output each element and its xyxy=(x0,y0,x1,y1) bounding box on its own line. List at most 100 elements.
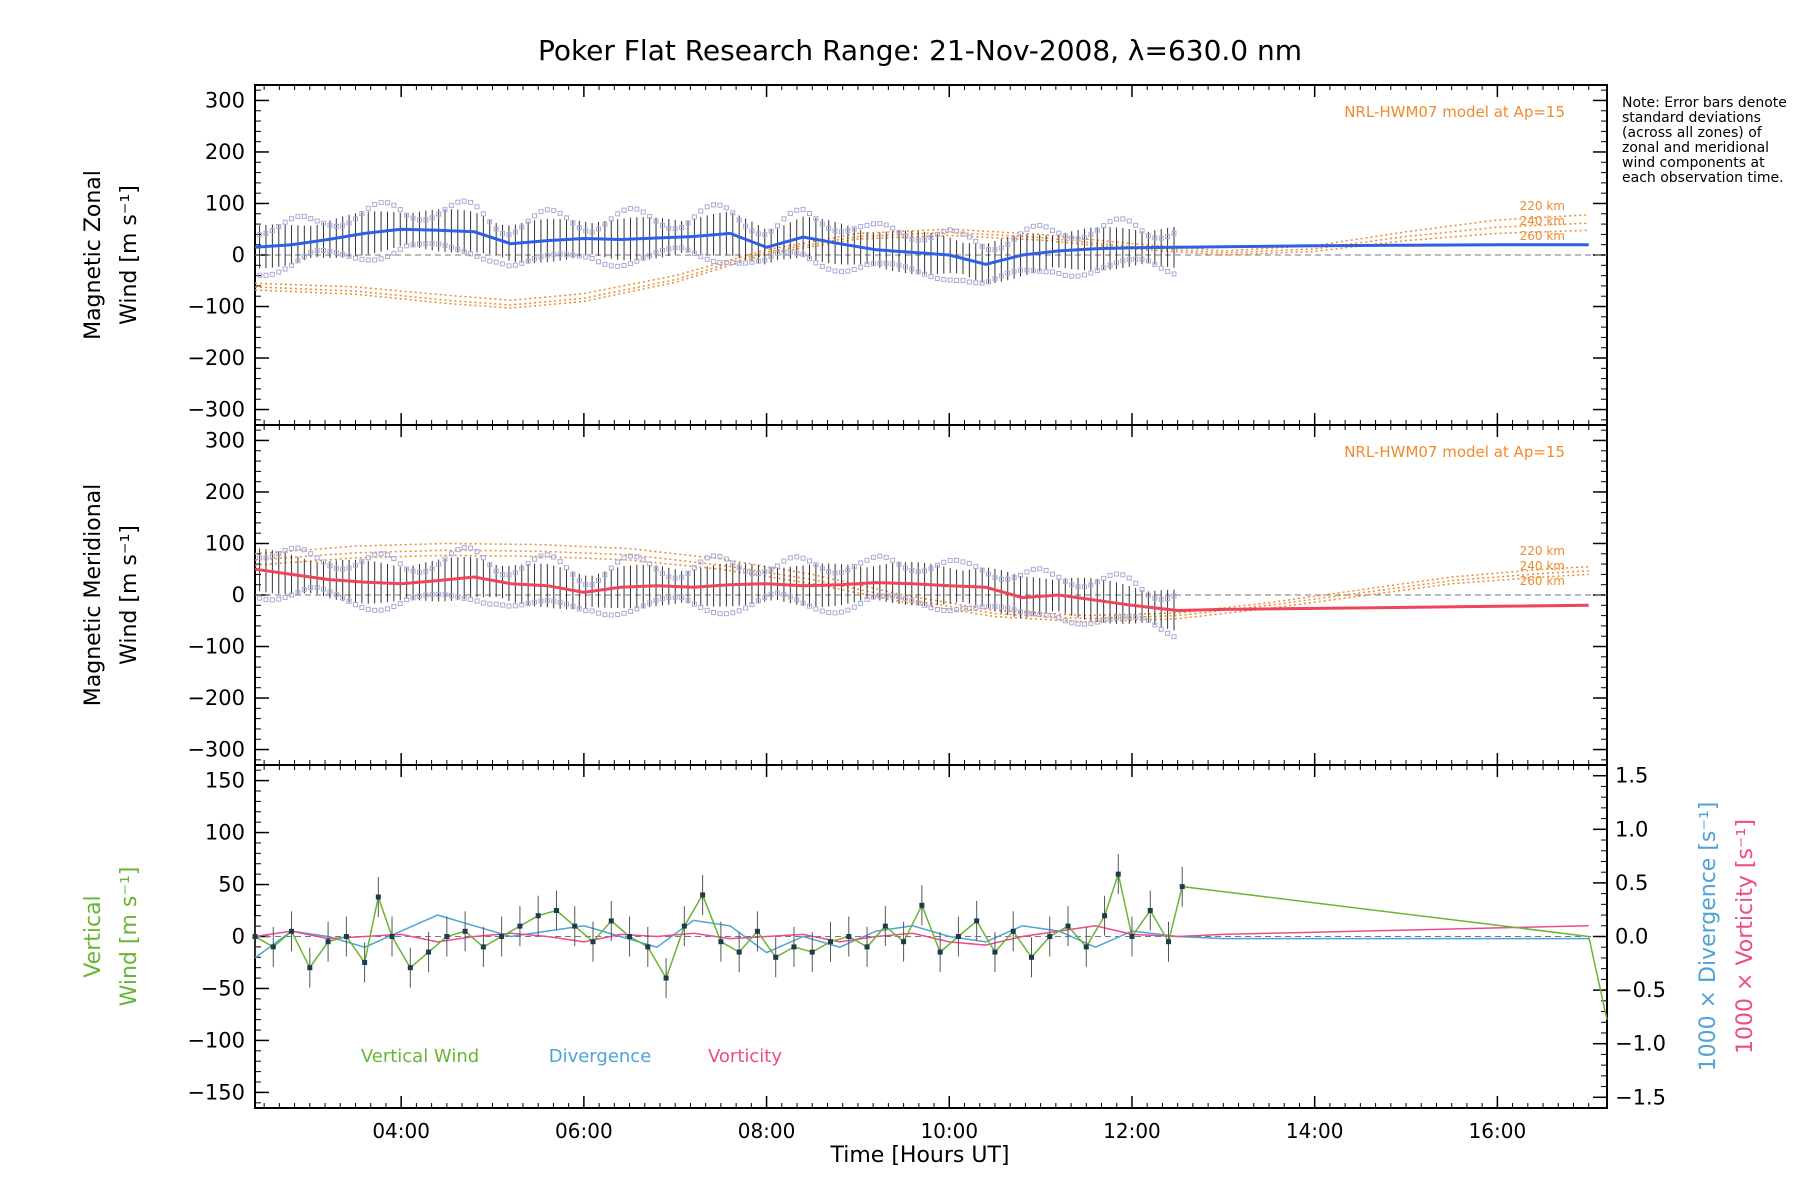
zone-sample-point xyxy=(640,255,646,261)
zone-sample-point xyxy=(576,225,582,231)
zone-sample-point xyxy=(1152,595,1158,601)
zone-sample-point xyxy=(551,598,557,604)
zone-sample-point xyxy=(1165,234,1171,240)
zone-sample-point xyxy=(487,601,493,607)
zone-sample-point xyxy=(1165,268,1171,274)
zone-sample-point xyxy=(986,279,992,285)
vertical-wind-point xyxy=(1115,871,1121,877)
zone-sample-point xyxy=(1081,621,1087,627)
zone-sample-point xyxy=(314,584,320,590)
model-label: NRL-HWM07 model at Ap=15 xyxy=(1344,103,1565,121)
zone-sample-point xyxy=(717,611,723,617)
zone-sample-point xyxy=(941,559,947,565)
zone-sample-point xyxy=(538,209,544,215)
vertical-wind-point xyxy=(590,939,596,945)
zone-sample-point xyxy=(1158,626,1164,632)
y-axis-label-line2: Wind [m s⁻¹] xyxy=(117,525,142,665)
zone-sample-point xyxy=(551,251,557,257)
y2-tick-label: 0.0 xyxy=(1615,925,1648,949)
vertical-wind-point xyxy=(362,959,368,965)
zone-sample-point xyxy=(640,603,646,609)
zone-sample-point xyxy=(659,596,665,602)
zone-sample-point xyxy=(1011,236,1017,242)
zone-sample-point xyxy=(973,605,979,611)
zone-sample-point xyxy=(276,551,282,557)
zone-sample-point xyxy=(365,205,371,211)
zone-sample-point xyxy=(384,254,390,260)
y-tick-label: −300 xyxy=(187,398,245,422)
zone-sample-point xyxy=(851,604,857,610)
vertical-wind-point xyxy=(1102,913,1108,919)
zone-sample-point xyxy=(896,262,902,268)
zone-sample-point xyxy=(1056,230,1062,236)
y-tick-label: 0 xyxy=(232,583,245,607)
zone-sample-point xyxy=(557,210,563,216)
zone-sample-point xyxy=(340,251,346,257)
zone-sample-point xyxy=(333,223,339,229)
zone-sample-point xyxy=(532,213,538,219)
zone-sample-point xyxy=(263,231,269,237)
zone-sample-point xyxy=(602,572,608,578)
zone-sample-point xyxy=(998,604,1004,610)
zone-sample-point xyxy=(468,545,474,551)
zone-sample-point xyxy=(378,199,384,205)
zone-sample-point xyxy=(455,594,461,600)
zone-sample-point xyxy=(627,608,633,614)
zone-sample-point xyxy=(1005,270,1011,276)
y-tick-label: 150 xyxy=(205,769,245,793)
zone-sample-point xyxy=(743,260,749,266)
zone-sample-point xyxy=(711,553,717,559)
zone-sample-point xyxy=(365,555,371,561)
zone-sample-point xyxy=(845,567,851,573)
zone-sample-point xyxy=(1075,236,1081,242)
zone-sample-point xyxy=(346,565,352,571)
zone-sample-point xyxy=(730,560,736,566)
zone-sample-point xyxy=(1107,616,1113,622)
zone-sample-point xyxy=(858,601,864,607)
zone-sample-point xyxy=(276,224,282,230)
zone-sample-point xyxy=(877,260,883,266)
zone-sample-point xyxy=(327,248,333,254)
zone-sample-point xyxy=(915,269,921,275)
model-curve-label: 260 km xyxy=(1520,574,1565,588)
zone-sample-point xyxy=(851,563,857,569)
zone-sample-point xyxy=(794,554,800,560)
vertical-wind-point xyxy=(252,934,258,939)
zone-sample-point xyxy=(794,250,800,256)
zone-sample-point xyxy=(890,225,896,231)
zone-sample-point xyxy=(576,606,582,612)
vertical-wind-point xyxy=(754,928,760,934)
zone-sample-point xyxy=(883,222,889,228)
zone-sample-point xyxy=(800,251,806,257)
y-axis-label-line1: Vertical xyxy=(81,895,106,977)
zone-sample-point xyxy=(308,584,314,590)
vertical-wind-point xyxy=(553,908,559,914)
zone-sample-point xyxy=(1113,216,1119,222)
zone-sample-point xyxy=(436,561,442,567)
zone-sample-point xyxy=(1126,614,1132,620)
zone-sample-point xyxy=(826,569,832,575)
zone-sample-point xyxy=(653,597,659,603)
vertical-wind-line xyxy=(254,871,1608,1020)
zone-sample-point xyxy=(743,568,749,574)
zone-sample-point xyxy=(487,562,493,568)
zone-sample-point xyxy=(500,602,506,608)
zone-sample-point xyxy=(1133,614,1139,620)
zone-sample-point xyxy=(1133,222,1139,228)
zone-sample-point xyxy=(928,235,934,241)
zone-sample-point xyxy=(986,247,992,253)
zone-sample-point xyxy=(749,602,755,608)
zone-sample-point xyxy=(551,207,557,213)
zone-sample-point xyxy=(1171,230,1177,236)
zone-sample-point xyxy=(711,610,717,616)
zone-sample-point xyxy=(659,247,665,253)
zone-sample-point xyxy=(973,563,979,569)
model-curve xyxy=(254,222,1589,306)
zone-sample-point xyxy=(532,256,538,262)
zone-sample-point xyxy=(538,598,544,604)
zone-sample-point xyxy=(564,215,570,221)
zone-sample-point xyxy=(583,254,589,260)
y-tick-label: 0 xyxy=(232,243,245,267)
zone-sample-point xyxy=(423,569,429,575)
